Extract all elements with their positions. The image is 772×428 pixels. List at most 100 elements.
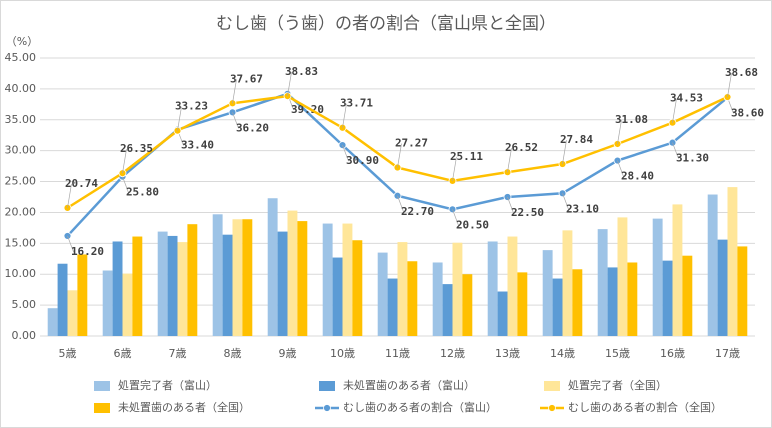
x-tick-label: 17歳 <box>715 347 740 360</box>
bar <box>407 261 418 336</box>
data-label: 20.50 <box>456 218 489 231</box>
legend-label: 未処置歯のある者（富山） <box>343 378 475 392</box>
bar <box>662 260 673 336</box>
bar <box>572 269 583 336</box>
data-label: 27.27 <box>395 137 428 150</box>
bar <box>617 217 628 336</box>
bar <box>297 221 308 336</box>
data-label: 26.52 <box>505 141 538 154</box>
bar <box>67 290 78 336</box>
leader-line <box>452 209 459 226</box>
bar <box>442 284 453 336</box>
bar <box>187 224 198 336</box>
legend-label: 処置完了者（全国） <box>568 378 667 392</box>
bar <box>432 262 443 336</box>
bar <box>627 262 638 336</box>
leader-line <box>67 235 74 253</box>
legend-swatch <box>94 381 110 391</box>
bar <box>672 204 683 336</box>
leader-line <box>397 195 404 212</box>
data-label: 36.20 <box>236 121 269 134</box>
x-tick-label: 5歳 <box>59 347 77 360</box>
x-tick-label: 10歳 <box>330 347 355 360</box>
legend-swatch <box>319 381 335 391</box>
bar <box>167 235 178 336</box>
bar <box>452 242 463 336</box>
x-tick-label: 15歳 <box>605 347 630 360</box>
bar <box>377 252 388 336</box>
leader-line <box>397 143 402 168</box>
leader-line <box>617 119 622 145</box>
leader-line <box>122 176 129 193</box>
bar <box>652 218 663 336</box>
bar <box>497 291 508 336</box>
bar <box>47 308 58 336</box>
data-label: 38.68 <box>725 66 758 79</box>
y-tick-label: 40.00 <box>5 82 37 95</box>
bar <box>102 270 113 336</box>
leader-line <box>562 193 569 210</box>
leader-line <box>342 103 347 128</box>
leader-line <box>287 72 292 97</box>
y-tick-label: 25.00 <box>5 175 37 188</box>
bar <box>352 240 363 336</box>
data-label: 33.71 <box>340 97 373 110</box>
data-label: 26.35 <box>120 142 153 155</box>
data-label: 33.40 <box>181 139 214 152</box>
bar <box>542 250 553 336</box>
bar <box>717 239 728 336</box>
bar <box>267 198 278 336</box>
bar <box>342 223 353 336</box>
data-label: 38.60 <box>731 107 764 120</box>
data-label: 38.83 <box>285 65 318 78</box>
data-label: 22.50 <box>511 206 544 219</box>
bar <box>77 254 88 336</box>
data-label: 31.30 <box>676 152 709 165</box>
data-label: 25.11 <box>450 150 483 163</box>
bar <box>507 236 518 336</box>
legend-label: 未処置歯のある者（全国） <box>118 400 250 414</box>
bar <box>737 246 748 336</box>
data-label: 30.90 <box>346 154 379 167</box>
data-label: 27.84 <box>560 133 593 146</box>
legend-swatch <box>94 403 110 413</box>
bar <box>552 278 563 336</box>
leader-line <box>232 112 239 129</box>
leader-line <box>617 160 624 177</box>
leader-line <box>177 106 182 131</box>
bar <box>132 236 143 336</box>
x-tick-label: 11歳 <box>385 347 410 360</box>
bar <box>232 219 243 336</box>
y-tick-label: 15.00 <box>5 236 37 249</box>
bar <box>397 242 408 336</box>
y-tick-label: 10.00 <box>5 267 37 280</box>
leader-line <box>507 196 514 214</box>
y-axis-unit: （%） <box>6 35 38 48</box>
bar <box>607 267 618 336</box>
x-tick-label: 8歳 <box>224 347 242 360</box>
bar <box>277 231 288 336</box>
data-label: 31.08 <box>615 113 648 126</box>
leader-line <box>672 98 677 123</box>
bar <box>597 229 608 336</box>
data-label: 33.23 <box>175 100 208 113</box>
bar <box>157 231 168 336</box>
bar <box>462 274 473 336</box>
legend-marker <box>548 404 556 412</box>
leader-line <box>342 144 349 162</box>
leader-line <box>122 149 127 174</box>
bar <box>517 272 528 336</box>
x-tick-label: 13歳 <box>495 347 520 360</box>
legend-marker <box>323 404 331 412</box>
chart-title: むし歯（う歯）の者の割合（富山県と全国） <box>216 14 556 34</box>
leader-line <box>232 79 237 104</box>
x-tick-label: 7歳 <box>169 347 187 360</box>
x-tick-label: 16歳 <box>660 347 685 360</box>
bar <box>387 278 398 336</box>
leader-line <box>452 156 457 181</box>
data-label: 23.10 <box>566 202 599 215</box>
data-label: 25.80 <box>126 186 159 199</box>
y-tick-label: 20.00 <box>5 205 37 218</box>
